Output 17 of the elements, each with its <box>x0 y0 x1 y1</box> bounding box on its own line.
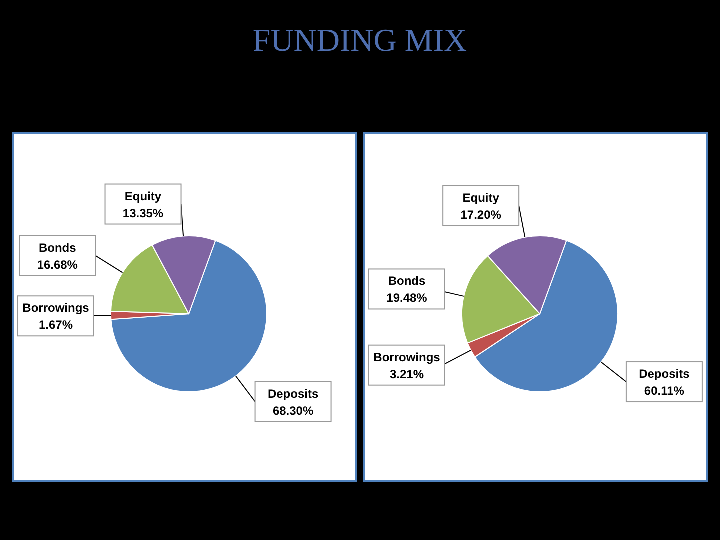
slice-label: Borrowings <box>374 350 441 364</box>
slice-label: Equity <box>462 191 500 206</box>
chart-title: FUNDING MIX <box>252 22 468 58</box>
data-label: 1.67% <box>38 318 74 332</box>
data-label: 60.11% <box>644 384 685 398</box>
data-label: 16.68% <box>37 258 78 272</box>
data-label: 19.48% <box>386 291 428 306</box>
slice-label: Equity <box>124 189 162 204</box>
slice-label: Bonds <box>388 274 426 288</box>
data-label: 3.21% <box>390 367 424 382</box>
slice-label: Deposits <box>268 386 319 401</box>
data-label: 17.20% <box>460 208 502 222</box>
data-label: 68.30% <box>272 404 314 418</box>
slice-label: Deposits <box>639 367 690 382</box>
slice-label: Bonds <box>38 240 77 255</box>
slice-label: Borrowings <box>22 301 90 316</box>
data-label: 13.35% <box>122 206 164 220</box>
